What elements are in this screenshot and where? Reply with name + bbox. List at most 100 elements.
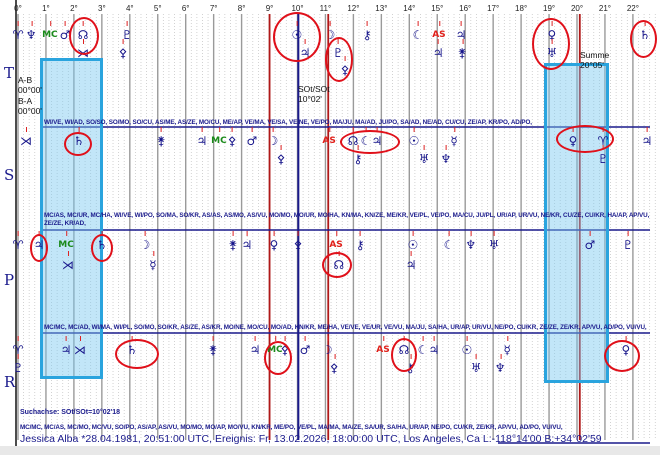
planet-glyph-s: ⚴: [227, 127, 237, 148]
planet-glyph-r: ☿: [503, 336, 511, 357]
summe-note: Summe 20°05': [580, 50, 609, 70]
planet-glyph-p: ☾: [443, 231, 455, 252]
degree-label: 5°: [153, 4, 162, 13]
planet-glyph-p: ♅: [488, 231, 500, 252]
row-letter-s: S: [4, 166, 15, 184]
planet-glyph-r: ♃: [249, 336, 261, 357]
annotation-circle: [273, 12, 321, 62]
planet-glyph-t: MC: [42, 21, 58, 40]
summe-value: 20°05': [580, 60, 604, 70]
summe-label: Summe: [580, 50, 610, 60]
planet-glyph-r: ♅: [470, 354, 482, 375]
degree-label: 7°: [209, 4, 218, 13]
annotation-circle: [630, 20, 657, 58]
planet-glyph-p: ♂: [584, 231, 596, 252]
planet-glyph-s: ⚴: [276, 145, 286, 166]
degree-label: 10°: [291, 4, 304, 13]
degree-label: 16°: [459, 4, 472, 13]
planet-glyph-r: ☽: [321, 336, 333, 357]
degree-label: 3°: [98, 4, 106, 13]
planet-glyph-r: ⚴: [329, 354, 339, 375]
degree-label: 0°: [14, 4, 22, 13]
row-letter-r: R: [4, 373, 16, 391]
degree-label: 20°: [570, 4, 584, 13]
degree-label: 22°: [626, 4, 639, 13]
planet-glyph-r: ♂: [299, 336, 311, 357]
planet-glyph-s: ☽: [267, 127, 279, 148]
planet-glyph-s: ♅: [418, 145, 430, 166]
highlight-box-left: [40, 58, 103, 379]
planet-glyph-s: MC: [211, 127, 227, 146]
planet-glyph-p: ⚴: [293, 231, 303, 252]
planet-glyph-t: ⚵: [457, 39, 467, 60]
planet-glyph-r: ♈: [12, 336, 24, 357]
planet-glyph-p: ☿: [149, 251, 157, 272]
planet-glyph-t: ♆: [25, 21, 37, 42]
degree-label: 6°: [181, 4, 190, 13]
planet-glyph-t: ☾: [412, 21, 424, 42]
planet-glyph-t: ☽: [324, 21, 336, 42]
planet-glyph-p: ☽: [139, 231, 151, 252]
planet-glyph-s: ⋊: [20, 127, 33, 148]
search-axis-label: Suchachse: SOt/SOt=10°02'18: [20, 409, 120, 416]
planet-glyph-p: AS: [329, 231, 343, 250]
degree-label: 8°: [237, 4, 246, 13]
ba-value: 00°00': [18, 106, 42, 116]
planet-glyph-p: ♀: [269, 231, 279, 252]
planet-glyph-t: ♃: [455, 21, 467, 42]
planet-glyph-p: MC: [58, 231, 74, 250]
planet-glyph-t: ⚷: [362, 21, 372, 42]
planet-glyph-p: ⚵: [228, 231, 238, 252]
annotation-circle: [340, 130, 400, 154]
annotation-circle: [322, 252, 352, 278]
planet-glyph-s: ♆: [440, 145, 452, 166]
planet-glyph-t: ⚴: [118, 39, 128, 60]
row-letter-p: P: [4, 271, 15, 289]
chart-footer: Jessica Alba *28.04.1981, 20:51:00 UTC, …: [20, 433, 602, 445]
planet-glyph-r: ♇: [12, 354, 24, 375]
degree-label: 18°: [515, 4, 528, 13]
planet-glyph-s: ♂: [246, 127, 258, 148]
degree-label: 2°: [70, 4, 78, 13]
pairs-row-t: WI/VE, WI/AD, SO/SO, SO/MO, SO/CU, AS/ME…: [44, 119, 532, 126]
planet-glyph-s: ☉: [408, 127, 420, 148]
planet-glyph-p: ♃: [405, 251, 417, 272]
planet-glyph-p: ♃: [241, 231, 253, 252]
pairs-row-s: MC/AS, MC/UR, MC/HA, WI/VE, WI/PO, SO/MA…: [44, 212, 650, 227]
planet-glyph-r: ♃: [428, 336, 440, 357]
axis-note: SOt/SOt 10°02': [298, 84, 330, 104]
planet-glyph-r: ⚵: [208, 336, 218, 357]
planet-glyph-p: ♈: [12, 231, 24, 252]
degree-label: 15°: [431, 4, 444, 13]
degree-label: 1°: [42, 4, 50, 13]
annotation-circle: [264, 341, 292, 375]
degree-label: 11°: [319, 4, 332, 13]
planet-glyph-t: AS: [432, 21, 446, 40]
ab-value: 00°00': [18, 85, 42, 95]
annotation-circle: [115, 339, 159, 369]
degree-label: 17°: [487, 4, 500, 13]
planet-glyph-s: ♃: [641, 127, 653, 148]
planet-glyph-t: ♂: [59, 21, 71, 42]
annotation-circle: [391, 338, 417, 372]
annotation-circle: [30, 234, 48, 262]
highlight-box-right: [544, 63, 609, 383]
planet-glyph-p: ♆: [465, 231, 477, 252]
planet-glyph-r: AS: [376, 336, 390, 355]
planet-glyph-s: AS: [322, 127, 336, 146]
annotation-circle: [325, 37, 353, 82]
annotation-circle: [556, 125, 614, 153]
planet-glyph-r: ♃: [60, 336, 72, 357]
planet-glyph-r: ♆: [494, 354, 506, 375]
ba-label: B-A: [18, 96, 33, 106]
degree-label: 13°: [375, 4, 388, 13]
planet-glyph-r: ☾: [417, 336, 429, 357]
pairs-row-p: MC/MC, MC/AD, WI/MA, WI/PL, SO/MO, SO/KR…: [44, 324, 647, 331]
ab-note: A-B 00°00': [18, 75, 42, 95]
planet-glyph-t: ♈: [12, 21, 24, 42]
planet-glyph-t: ♇: [121, 21, 133, 42]
annotation-circle: [64, 132, 92, 156]
row-letter-t: T: [4, 64, 15, 82]
